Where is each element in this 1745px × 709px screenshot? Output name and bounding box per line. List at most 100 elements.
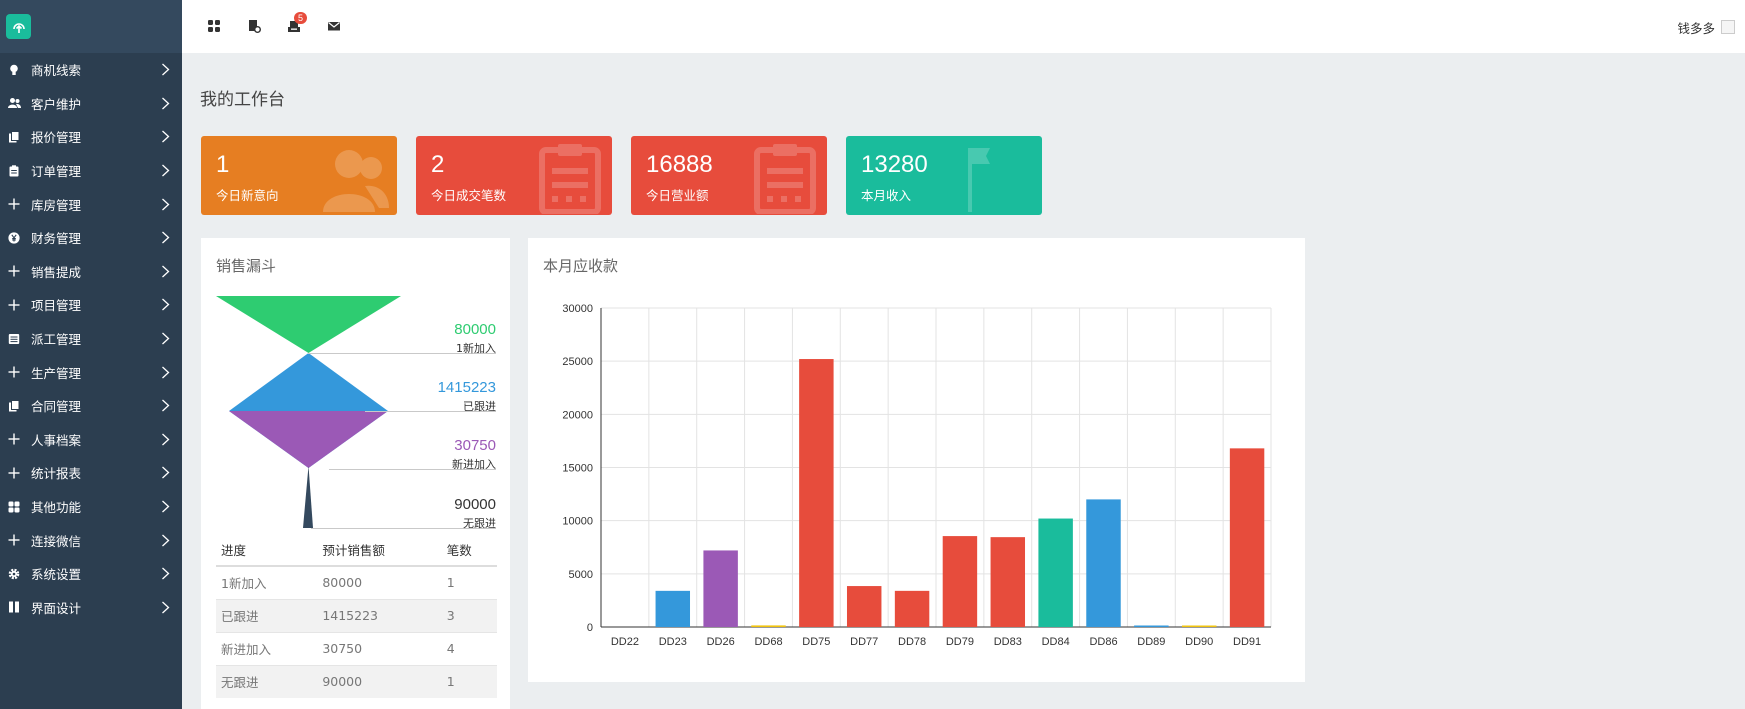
logo-icon[interactable] xyxy=(6,14,31,39)
sidebar-item[interactable]: 人事档案 xyxy=(0,423,182,457)
table-row: 新进加入 30750 4 xyxy=(216,631,497,665)
chevron-right-icon xyxy=(158,298,172,312)
x-tick-label: DD84 xyxy=(1042,636,1070,648)
x-tick-label: DD77 xyxy=(850,636,878,648)
bar[interactable] xyxy=(894,590,930,627)
stat-label: 今日新意向 xyxy=(216,188,279,203)
chevron-right-icon xyxy=(158,466,172,480)
sidebar: 商机线索客户维护报价管理订单管理库房管理财务管理销售提成项目管理 派工管理生产管理… xyxy=(0,0,182,709)
stat-card-deals[interactable]: 2 今日成交笔数 xyxy=(416,136,612,215)
table-row: 1新加入 80000 1 xyxy=(216,565,497,599)
sidebar-item-label: 销售提成 xyxy=(31,264,82,280)
top-bar: 5 钱多多 xyxy=(182,0,1745,53)
x-tick-label: DD78 xyxy=(898,636,926,648)
bar[interactable] xyxy=(1181,625,1217,628)
clipboard-icon xyxy=(539,144,601,214)
y-tick-label: 10000 xyxy=(562,516,593,528)
sidebar-item[interactable]: 销售提成 xyxy=(0,255,182,289)
bar[interactable] xyxy=(799,359,834,627)
y-tick-label: 5000 xyxy=(569,569,593,581)
sidebar-item-label: 订单管理 xyxy=(31,164,82,180)
user-name[interactable]: 钱多多 xyxy=(1677,21,1715,36)
bar[interactable] xyxy=(655,590,691,627)
chevron-right-icon xyxy=(158,600,172,614)
stat-card-revenue[interactable]: 16888 今日营业额 xyxy=(631,136,827,215)
inbox-icon[interactable]: 5 xyxy=(285,12,308,35)
columns-icon xyxy=(7,600,21,614)
x-tick-label: DD68 xyxy=(754,636,782,648)
x-tick-label: DD91 xyxy=(1233,636,1261,648)
funnel-stage-no-followup[interactable] xyxy=(303,466,313,528)
panel-title: 本月应收款 xyxy=(543,257,619,275)
bar[interactable] xyxy=(942,536,978,627)
table-cell: 90000 xyxy=(317,664,442,698)
sidebar-item[interactable]: 项目管理 xyxy=(0,288,182,322)
plus-icon xyxy=(7,365,21,379)
mail-icon[interactable] xyxy=(325,17,343,35)
bar[interactable] xyxy=(751,625,786,627)
sidebar-item-label: 报价管理 xyxy=(31,130,82,146)
sidebar-item[interactable]: 报价管理 xyxy=(0,120,182,154)
table-cell: 无跟进 xyxy=(216,664,318,698)
flag-icon xyxy=(968,148,990,212)
stat-card-monthly-income[interactable]: 13280 本月收入 xyxy=(846,136,1042,215)
stat-label: 今日成交笔数 xyxy=(431,188,507,203)
stat-value: 2 xyxy=(431,151,445,178)
table-row: 无跟进 90000 1 xyxy=(216,664,497,698)
page-title: 我的工作台 xyxy=(200,90,285,110)
table-header-cell: 进度 xyxy=(216,534,318,567)
stat-value: 1 xyxy=(216,151,230,178)
sidebar-item-label: 连接微信 xyxy=(31,533,82,549)
sidebar-item[interactable]: 生产管理 xyxy=(0,355,182,389)
bar[interactable] xyxy=(846,586,882,627)
sidebar-item[interactable]: 其他功能 xyxy=(0,490,182,524)
y-tick-label: 0 xyxy=(587,622,593,634)
sidebar-menu: 商机线索客户维护报价管理订单管理库房管理财务管理销售提成项目管理 派工管理生产管理… xyxy=(0,53,182,624)
sidebar-item-label: 其他功能 xyxy=(31,500,82,516)
stat-value: 16888 xyxy=(646,151,713,178)
sidebar-item[interactable]: 派工管理 xyxy=(0,322,182,356)
sidebar-item[interactable]: 连接微信 xyxy=(0,523,182,557)
bar[interactable] xyxy=(1086,499,1121,627)
chevron-right-icon xyxy=(158,332,172,346)
plus-icon xyxy=(7,298,21,312)
table-cell: 4 xyxy=(441,631,497,665)
funnel-stage-newly-joined[interactable] xyxy=(229,411,388,468)
document-icon[interactable] xyxy=(245,17,263,35)
sidebar-item[interactable]: 统计报表 xyxy=(0,456,182,490)
sidebar-item[interactable]: 客户维护 xyxy=(0,87,182,121)
funnel-label: 1新加入 xyxy=(456,342,496,355)
apps-icon[interactable] xyxy=(205,17,223,35)
yen-icon xyxy=(7,231,21,245)
bar[interactable] xyxy=(1134,625,1169,628)
sidebar-item-label: 商机线索 xyxy=(31,63,82,79)
bar[interactable] xyxy=(1038,518,1073,627)
bar[interactable] xyxy=(1229,448,1265,627)
grid-icon xyxy=(7,500,21,514)
sidebar-item-label: 生产管理 xyxy=(31,365,82,381)
sidebar-item[interactable]: 库房管理 xyxy=(0,187,182,221)
lightbulb-icon xyxy=(7,63,21,77)
funnel-stage-new[interactable] xyxy=(216,296,401,353)
bar[interactable] xyxy=(703,550,738,627)
x-tick-label: DD22 xyxy=(611,636,639,648)
x-tick-label: DD26 xyxy=(707,636,735,648)
sidebar-item[interactable]: 界面设计 xyxy=(0,591,182,625)
funnel-leader-line xyxy=(308,353,496,354)
sidebar-item[interactable]: 商机线索 xyxy=(0,53,182,87)
sidebar-item[interactable]: 订单管理 xyxy=(0,154,182,188)
funnel-value: 1415223 xyxy=(437,379,496,396)
bar[interactable] xyxy=(990,537,1026,627)
table-cell: 3 xyxy=(441,598,497,632)
clipboard-icon xyxy=(7,164,21,178)
funnel-value: 90000 xyxy=(454,496,496,513)
stat-card-new-intent[interactable]: 1 今日新意向 xyxy=(201,136,397,215)
sidebar-header xyxy=(0,0,182,53)
sidebar-item-label: 财务管理 xyxy=(31,231,82,247)
chevron-right-icon xyxy=(158,197,172,211)
sidebar-item[interactable]: 财务管理 xyxy=(0,221,182,255)
sidebar-item-label: 系统设置 xyxy=(31,567,82,583)
sidebar-item[interactable]: 系统设置 xyxy=(0,557,182,591)
avatar[interactable] xyxy=(1721,20,1735,34)
sidebar-item[interactable]: 合同管理 xyxy=(0,389,182,423)
